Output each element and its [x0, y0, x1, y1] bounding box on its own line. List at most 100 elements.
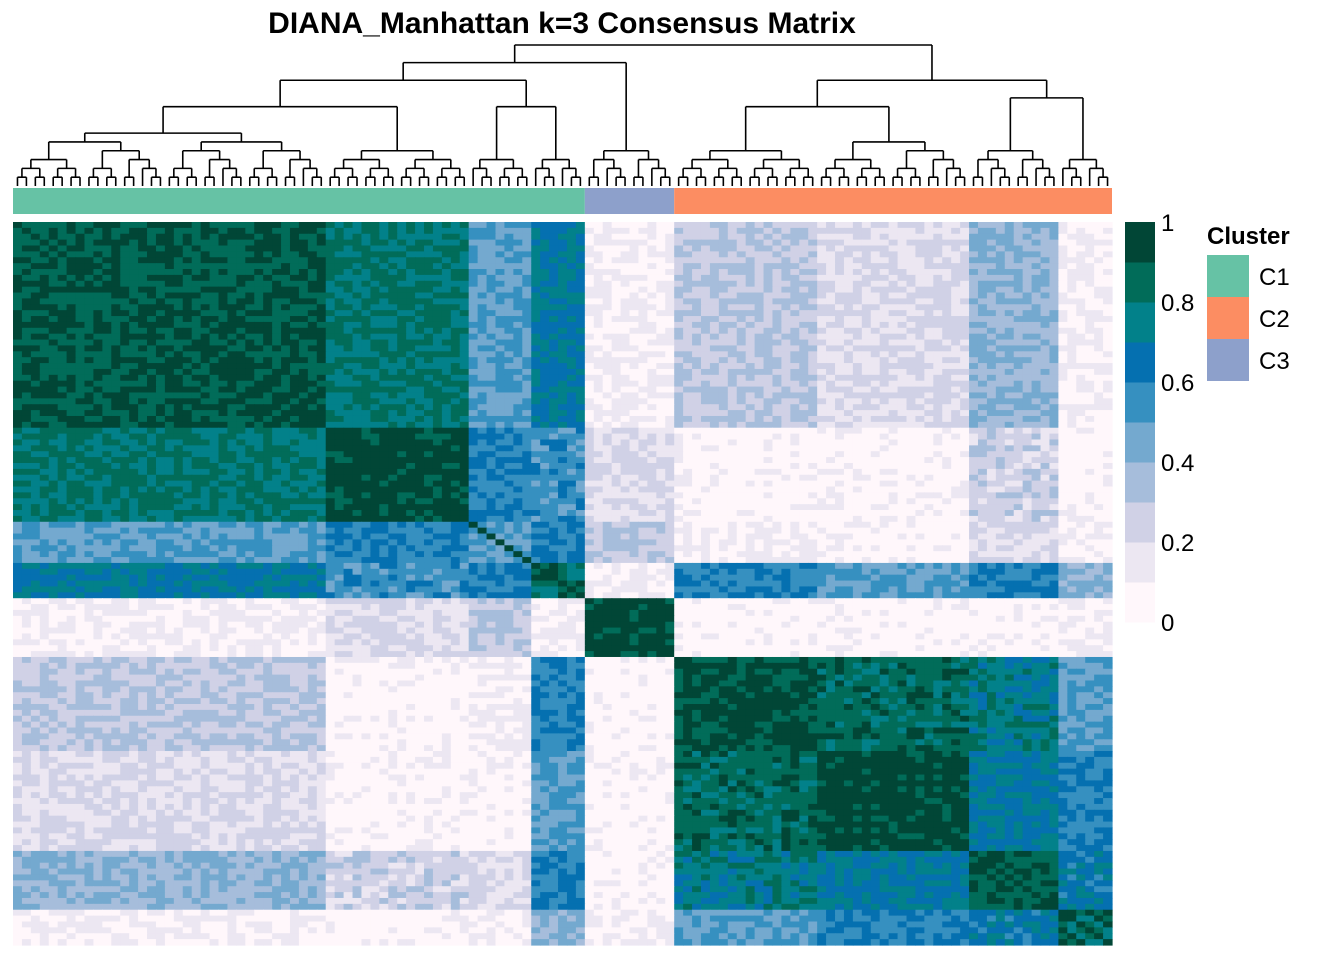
heatmap-cell [531, 363, 541, 370]
heatmap-cell [1004, 421, 1015, 429]
heatmap-cell [790, 257, 800, 264]
heatmap-cell [1085, 421, 1095, 429]
heatmap-cell [674, 386, 684, 394]
heatmap-cell [647, 327, 657, 335]
heatmap-cell [406, 415, 416, 423]
heatmap-cell [504, 415, 514, 423]
heatmap-cell [30, 233, 41, 241]
heatmap-cell [343, 222, 354, 229]
heatmap-cell [379, 280, 389, 288]
heatmap-cell [1076, 339, 1086, 347]
heatmap-cell [272, 415, 282, 423]
heatmap-cell [861, 333, 872, 341]
heatmap-cell [1004, 269, 1015, 276]
heatmap-cell [147, 310, 157, 317]
heatmap-cell [861, 398, 872, 405]
heatmap-cell [218, 345, 229, 352]
heatmap-cell [352, 351, 363, 358]
heatmap-cell [147, 374, 157, 382]
heatmap-cell [835, 339, 845, 347]
heatmap-cell [1067, 263, 1077, 270]
heatmap-cell [1031, 351, 1042, 358]
heatmap-cell [558, 327, 568, 335]
heatmap-cell [307, 274, 318, 282]
heatmap-cell [1031, 321, 1042, 329]
heatmap-cell [155, 357, 166, 364]
heatmap-cell [432, 380, 443, 388]
heatmap-cell [450, 310, 461, 317]
heatmap-cell [218, 227, 229, 235]
heatmap-cell [977, 404, 988, 411]
heatmap-cell [415, 345, 425, 352]
heatmap-cell [370, 298, 380, 305]
heatmap-cell [450, 368, 461, 376]
heatmap-cell [13, 269, 23, 276]
heatmap-cell [343, 374, 354, 382]
heatmap-cell [879, 374, 890, 382]
heatmap-cell [933, 304, 943, 311]
heatmap-cell [897, 392, 908, 399]
heatmap-cell [147, 233, 157, 241]
heatmap-cell [549, 286, 559, 294]
heatmap-cell [397, 357, 407, 364]
heatmap-cell [370, 380, 380, 388]
heatmap-cell [343, 245, 354, 252]
heatmap-cell [129, 368, 139, 376]
heatmap-cell [924, 415, 934, 423]
heatmap-cell [281, 357, 291, 364]
heatmap-cell [700, 274, 711, 282]
heatmap-cell [182, 415, 193, 423]
heatmap-cell [495, 351, 506, 358]
heatmap-cell [21, 269, 32, 276]
heatmap-cell [504, 298, 514, 305]
heatmap-cell [30, 245, 41, 252]
heatmap-cell [388, 363, 398, 370]
heatmap-cell [48, 239, 59, 247]
heatmap-cell [245, 433, 255, 441]
heatmap-cell [549, 392, 559, 399]
heatmap-cell [620, 251, 631, 258]
heatmap-cell [915, 404, 925, 411]
heatmap-cell [1058, 245, 1068, 252]
heatmap-cell [558, 374, 568, 382]
heatmap-cell [236, 251, 246, 258]
heatmap-cell [1031, 427, 1042, 435]
heatmap-cell [298, 327, 309, 335]
heatmap-cell [986, 357, 997, 364]
heatmap-cell [289, 304, 300, 311]
heatmap-cell [272, 363, 282, 370]
heatmap-cell [370, 386, 380, 394]
heatmap-cell [879, 392, 890, 399]
heatmap-cell [334, 274, 345, 282]
heatmap-cell [1094, 286, 1104, 294]
heatmap-cell [897, 339, 908, 347]
heatmap-cell [182, 292, 193, 300]
heatmap-cell [915, 304, 925, 311]
heatmap-cell [897, 363, 908, 370]
heatmap-cell [441, 227, 452, 235]
heatmap-cell [316, 392, 327, 399]
heatmap-cell [495, 398, 506, 405]
heatmap-cell [915, 333, 925, 341]
heatmap-cell [1040, 421, 1051, 429]
heatmap-cell [441, 239, 452, 247]
heatmap-cell [674, 392, 684, 399]
heatmap-cell [942, 327, 952, 335]
heatmap-cell [942, 286, 952, 294]
heatmap-cell [182, 239, 193, 247]
heatmap-cell [745, 280, 756, 288]
heatmap-cell [558, 404, 568, 411]
heatmap-cell [424, 310, 434, 317]
heatmap-cell [772, 357, 782, 364]
heatmap-cell [665, 386, 675, 394]
heatmap-cell [415, 351, 425, 358]
heatmap-cell [745, 251, 756, 258]
heatmap-cell [513, 321, 523, 329]
heatmap-cell [531, 274, 541, 282]
heatmap-cell [727, 410, 738, 417]
heatmap-cell [459, 357, 470, 364]
heatmap-cell [1004, 298, 1015, 305]
heatmap-cell [870, 386, 881, 394]
heatmap-cell [173, 316, 184, 323]
